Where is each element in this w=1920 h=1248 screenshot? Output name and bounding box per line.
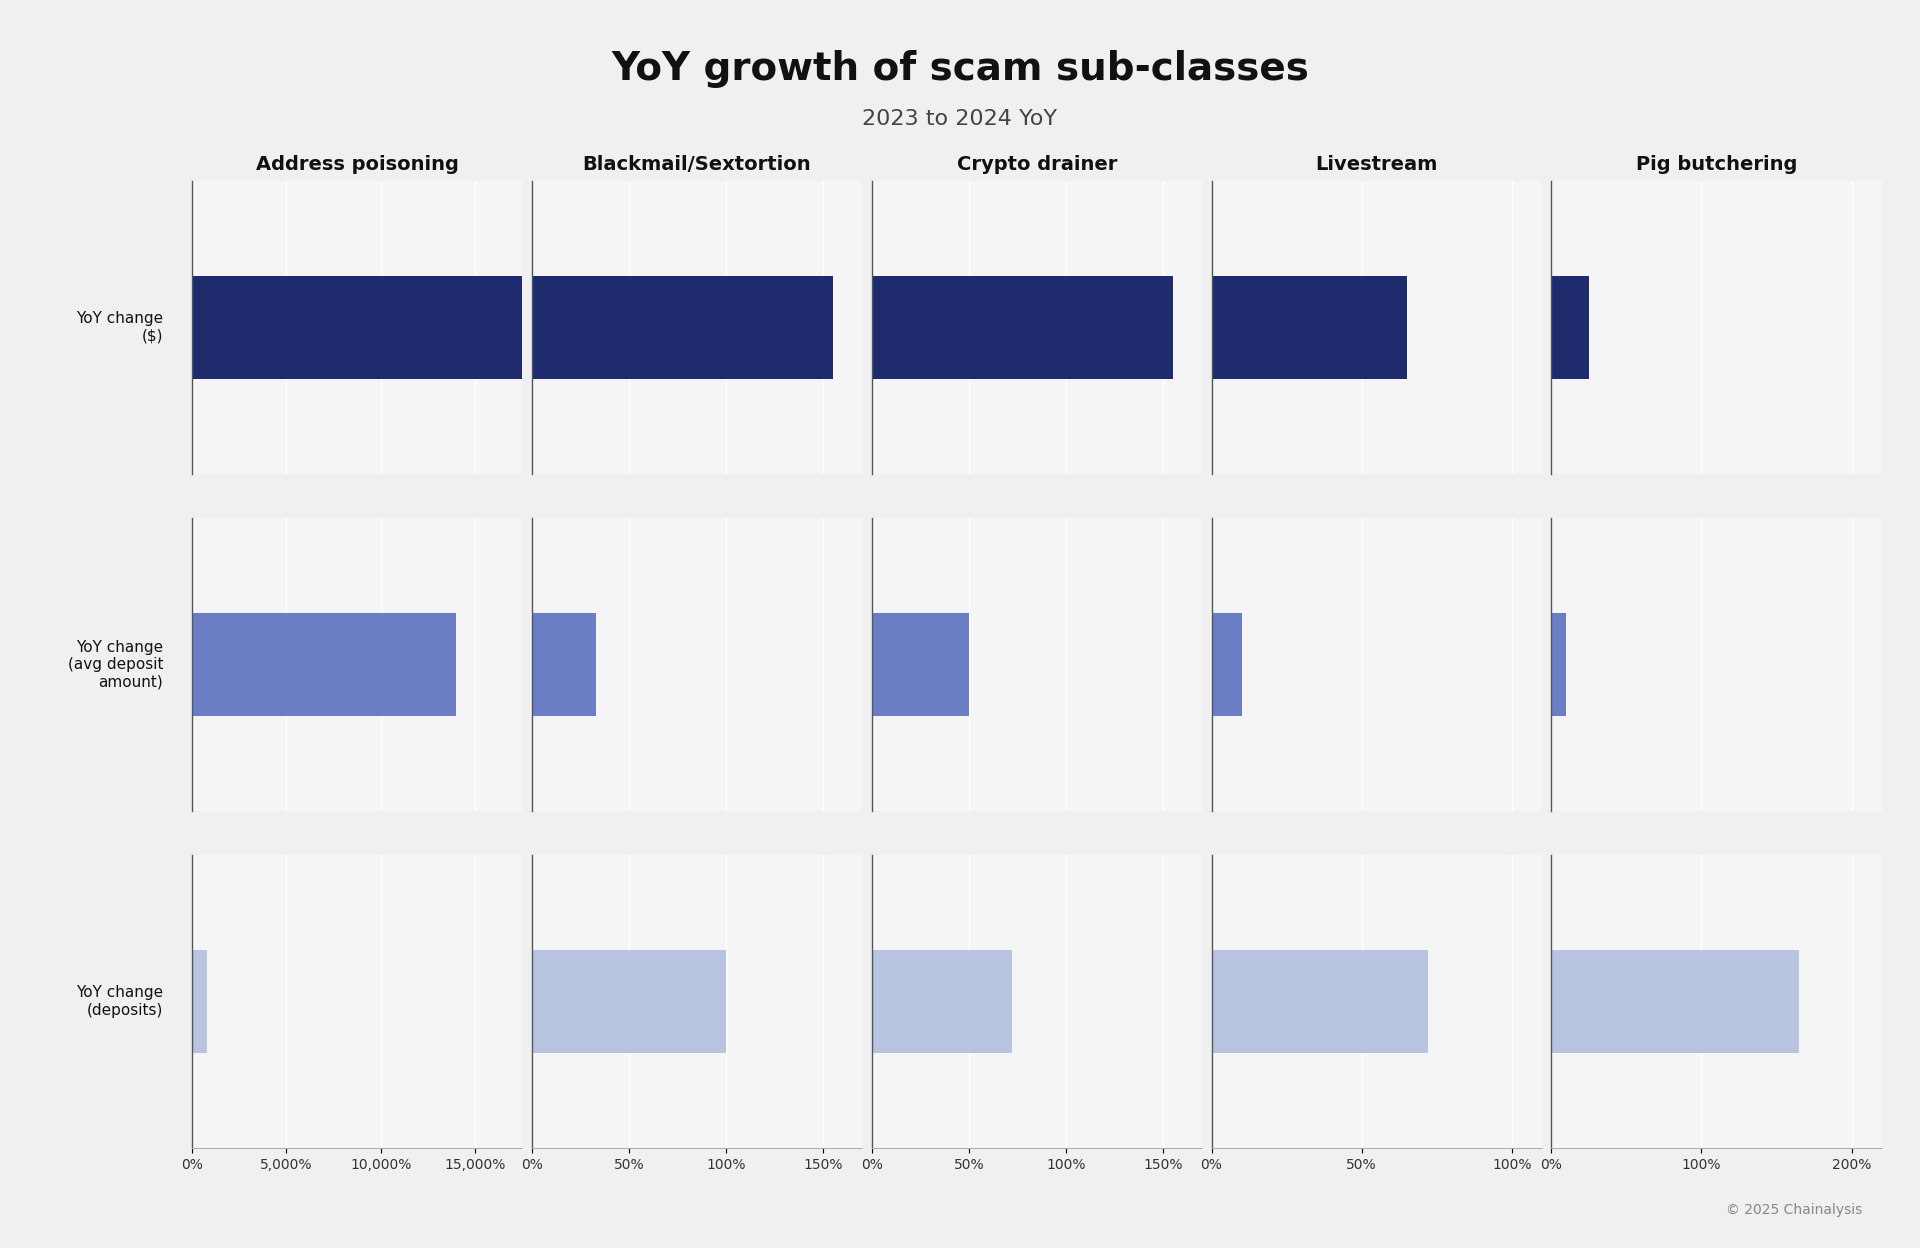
Text: YoY growth of scam sub-classes: YoY growth of scam sub-classes: [611, 50, 1309, 87]
Text: YoY change
(avg deposit
amount): YoY change (avg deposit amount): [67, 640, 163, 689]
Bar: [532, 613, 595, 716]
Text: © 2025 Chainalysis: © 2025 Chainalysis: [1726, 1203, 1862, 1217]
Bar: [872, 950, 1012, 1053]
Title: Blackmail/Sextortion: Blackmail/Sextortion: [582, 155, 812, 173]
Bar: [192, 276, 1920, 379]
Bar: [1212, 276, 1407, 379]
Bar: [1212, 950, 1428, 1053]
Bar: [1212, 613, 1242, 716]
Bar: [872, 276, 1173, 379]
Bar: [1551, 950, 1799, 1053]
Bar: [872, 613, 970, 716]
Text: YoY change
($): YoY change ($): [77, 312, 163, 343]
Bar: [192, 613, 457, 716]
Text: 2023 to 2024 YoY: 2023 to 2024 YoY: [862, 109, 1058, 129]
Bar: [1551, 613, 1567, 716]
Title: Livestream: Livestream: [1315, 155, 1438, 173]
Title: Address poisoning: Address poisoning: [255, 155, 459, 173]
Title: Crypto drainer: Crypto drainer: [956, 155, 1117, 173]
Bar: [192, 950, 207, 1053]
Bar: [532, 950, 726, 1053]
Text: YoY change
(deposits): YoY change (deposits): [77, 986, 163, 1017]
Bar: [532, 276, 833, 379]
Bar: [1551, 276, 1590, 379]
Title: Pig butchering: Pig butchering: [1636, 155, 1797, 173]
